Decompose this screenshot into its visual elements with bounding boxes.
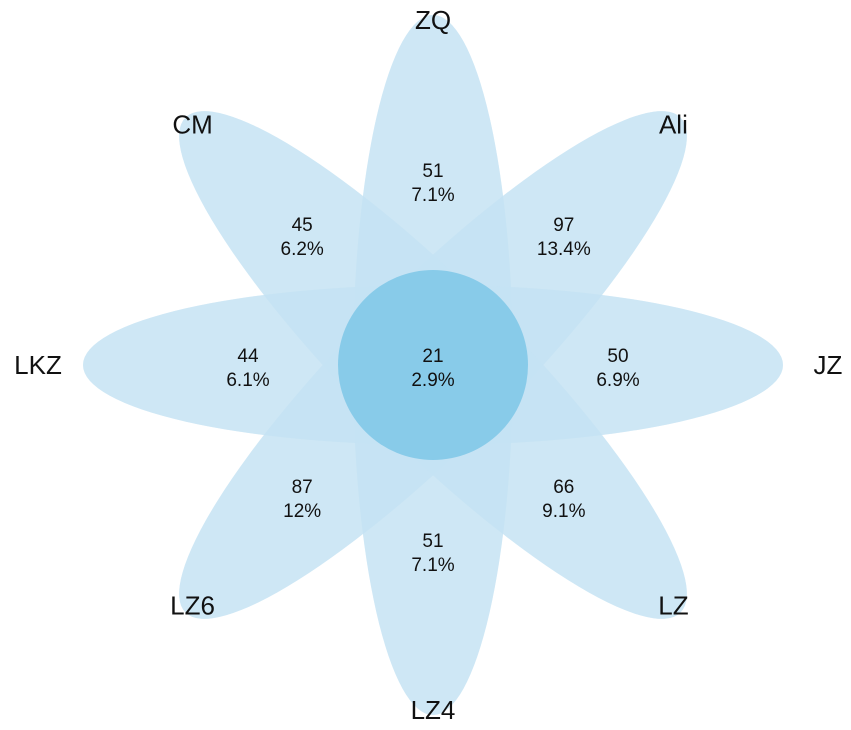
petal-percent-ali: 13.4% — [537, 239, 591, 260]
set-label-ali: Ali — [659, 110, 688, 140]
petal-percent-lz: 9.1% — [542, 501, 585, 522]
petal-count-jz: 50 — [607, 346, 628, 367]
set-label-lz4: LZ4 — [411, 695, 456, 725]
petal-count-zq: 51 — [422, 161, 443, 182]
set-label-jz: JZ — [814, 350, 843, 380]
set-label-zq: ZQ — [415, 5, 451, 35]
petal-count-ali: 97 — [553, 215, 574, 236]
core-circle — [338, 270, 528, 460]
petal-percent-lkz: 6.1% — [226, 370, 269, 391]
set-label-lz: LZ — [658, 590, 688, 620]
set-label-lkz: LKZ — [14, 350, 62, 380]
petal-count-cm: 45 — [292, 215, 313, 236]
petal-count-lkz: 44 — [237, 346, 259, 367]
petal-percent-cm: 6.2% — [281, 239, 324, 260]
petal-percent-lz4: 7.1% — [411, 555, 454, 576]
core-count-label: 21 — [422, 346, 443, 367]
petal-count-lz4: 51 — [422, 531, 443, 552]
petal-percent-lz6: 12% — [283, 501, 321, 522]
petal-count-lz: 66 — [553, 477, 574, 498]
petal-count-lz6: 87 — [292, 477, 313, 498]
petal-percent-jz: 6.9% — [596, 370, 639, 391]
set-label-cm: CM — [172, 110, 212, 140]
set-label-lz6: LZ6 — [170, 590, 215, 620]
petal-percent-zq: 7.1% — [411, 185, 454, 206]
core-percent-label: 2.9% — [411, 370, 454, 391]
label-layer: 51 7.1% ZQ 97 13.4% Ali 50 6.9% JZ 66 9.1% LZ 51 7.1%… — [14, 5, 842, 725]
